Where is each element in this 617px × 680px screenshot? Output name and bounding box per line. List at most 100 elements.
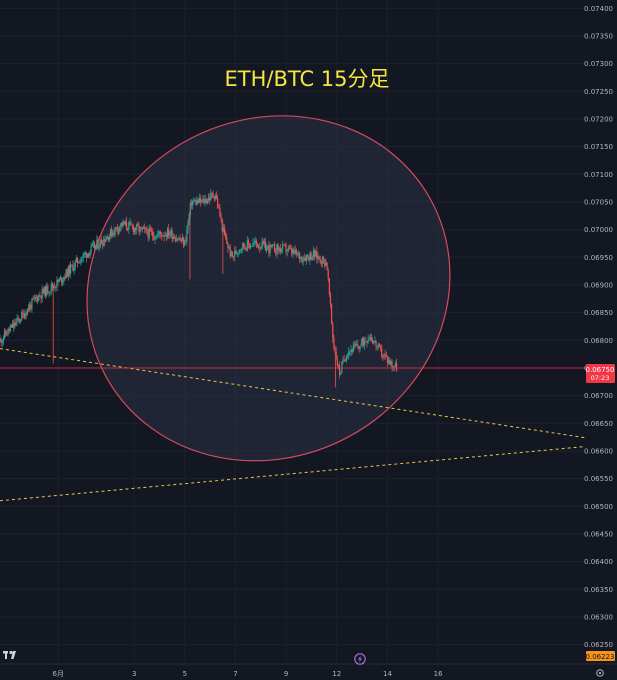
bottom-price-tag-value: 0.06223 (586, 653, 615, 661)
candle-body (345, 356, 348, 361)
candle-body (329, 294, 332, 305)
candle-body (370, 336, 373, 341)
candle-body (120, 223, 122, 228)
candle-body (10, 324, 12, 328)
candle-body (6, 334, 8, 336)
candle-body (47, 285, 49, 293)
candle-body (220, 216, 222, 219)
candle-body (25, 313, 27, 316)
candle-body (142, 227, 145, 229)
candle-body (88, 253, 90, 257)
candle-body (283, 244, 285, 246)
candle-body (93, 243, 96, 249)
candle-body (335, 351, 337, 360)
candle-body (290, 248, 292, 249)
y-tick-label: 0.06950 (584, 254, 613, 262)
candle-body (299, 253, 301, 260)
candle-body (178, 238, 180, 240)
candle-body (22, 312, 24, 314)
y-tick-label: 0.07350 (584, 32, 613, 40)
candle-body (176, 239, 178, 241)
candle-body (169, 233, 171, 236)
candle-body (187, 221, 189, 230)
candle-body (124, 221, 126, 225)
candle-body (80, 259, 82, 263)
candle-body (92, 243, 95, 245)
candle-body (334, 347, 336, 352)
candle-body (209, 197, 211, 200)
y-tick-label: 0.06700 (584, 392, 613, 400)
candle-body (26, 308, 28, 316)
candle-body (275, 252, 277, 254)
candle-body (191, 201, 194, 206)
candle-body (271, 244, 273, 247)
candle-body (353, 344, 356, 346)
candle-body (228, 247, 230, 249)
candle-body (251, 246, 253, 247)
candle-body (384, 354, 386, 356)
candle-body (35, 297, 38, 298)
y-tick-label: 0.07250 (584, 88, 613, 96)
candle-body (343, 359, 345, 361)
candle-body (310, 252, 312, 260)
candle-body (39, 295, 41, 296)
candle-body (193, 201, 195, 202)
candle-body (0, 338, 1, 341)
candle-body (68, 266, 71, 274)
candle-body (55, 287, 57, 288)
candle-body (1, 340, 3, 343)
time-axis[interactable]: 6月 3 5 7 9 12 14 16 (53, 670, 444, 678)
candle-body (144, 227, 146, 229)
candle-body (225, 234, 227, 238)
tradingview-logo-icon[interactable] (3, 650, 16, 659)
candle-body (156, 234, 158, 238)
current-price-tag-value: 0.06750 (586, 366, 615, 374)
candle-body (378, 344, 381, 347)
y-tick-label: 0.06450 (584, 530, 613, 538)
candle-body (128, 222, 130, 230)
candle-body (242, 242, 244, 249)
candle-body (40, 295, 42, 299)
candle-body (73, 267, 75, 271)
y-tick-label: 0.07200 (584, 115, 613, 123)
candle-body (364, 341, 366, 346)
candle-body (201, 200, 203, 203)
candle-body (319, 258, 321, 263)
candle-body (340, 372, 342, 375)
lightning-icon[interactable] (354, 653, 366, 665)
candle-body (194, 200, 196, 202)
candle-body (184, 240, 186, 246)
candle-body (226, 237, 228, 244)
candle-body (377, 344, 379, 347)
gear-icon[interactable] (596, 669, 604, 677)
y-tick-label: 0.06850 (584, 309, 613, 317)
candle-body (294, 249, 296, 254)
candlestick-series (0, 189, 398, 388)
candle-body (231, 251, 234, 256)
candle-body (357, 344, 359, 347)
candle-body (31, 298, 33, 310)
candle-body (207, 197, 210, 201)
candle-body (127, 227, 129, 230)
candle-body (91, 244, 93, 246)
candle-body (133, 227, 136, 232)
candle-body (284, 244, 286, 246)
candle-body (89, 251, 91, 257)
candle-body (267, 245, 269, 247)
candle-body (16, 317, 18, 322)
candle-body (311, 257, 313, 260)
candle-body (218, 207, 220, 208)
candle-body (33, 297, 35, 300)
candle-body (206, 200, 209, 204)
candle-body (30, 304, 32, 310)
candle-body (262, 241, 264, 244)
candle-body (367, 339, 369, 343)
candle-body (272, 244, 275, 246)
candle-body (24, 313, 26, 319)
candle-body (150, 231, 153, 232)
candle-body (148, 228, 150, 238)
current-price-tag: 0.06750 07:23 (586, 364, 615, 383)
candle-body (292, 249, 294, 254)
candle-body (304, 257, 307, 261)
